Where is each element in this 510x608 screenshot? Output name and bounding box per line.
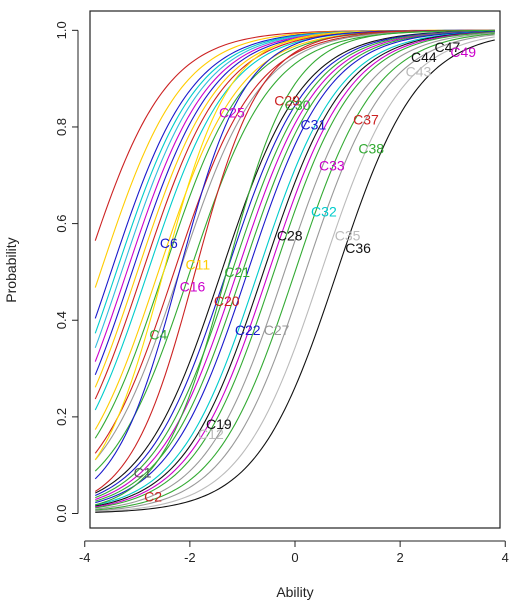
curve-label-c28: C28 [277, 228, 303, 244]
y-tick-label: 0.6 [54, 215, 69, 233]
curve-label-c37: C37 [353, 112, 379, 128]
plot-frame [89, 10, 501, 529]
curves-group [94, 29, 495, 513]
icc-curve-20 [95, 30, 495, 502]
icc-curve-9 [94, 29, 495, 400]
curve-label-c1: C1 [134, 464, 152, 480]
curve-label-c21: C21 [224, 264, 250, 280]
curve-label-c29: C29 [274, 92, 300, 108]
curve-label-c25: C25 [219, 105, 245, 121]
y-tick-label: 0.8 [54, 118, 69, 136]
icc-curve-26 [95, 32, 495, 510]
y-axis-title: Probability [3, 237, 19, 302]
curve-label-c32: C32 [311, 204, 337, 220]
curve-label-c36: C36 [345, 240, 371, 256]
curve-label-c22: C22 [235, 322, 261, 338]
icc-curve-25 [95, 31, 495, 509]
icc-curve-24 [95, 31, 495, 508]
curve-label-c4: C4 [149, 327, 167, 343]
icc-curve-28 [95, 34, 495, 512]
icc-curve-30 [95, 39, 495, 513]
curve-label-c44: C44 [411, 49, 437, 65]
curve-label-c20: C20 [214, 293, 240, 309]
curve-label-c12: C12 [198, 426, 224, 442]
curve-label-c19: C19 [206, 416, 232, 432]
icc-curve-22 [95, 31, 495, 506]
curve-label-c47: C47 [435, 39, 461, 55]
x-tick-label: 2 [397, 550, 404, 565]
y-tick-label: 0.0 [54, 504, 69, 522]
curve-label-c27: C27 [264, 322, 290, 338]
curve-label-c49: C49 [450, 44, 476, 60]
y-tick-label: 0.2 [54, 408, 69, 426]
x-axis: -4 -2 0 2 4 [79, 540, 509, 565]
x-tick-label: -2 [184, 550, 196, 565]
curve-label-c2: C2 [144, 489, 162, 505]
icc-curve-33 [94, 29, 495, 492]
curve-label-c43: C43 [406, 63, 432, 79]
icc-curve-23 [95, 31, 495, 507]
x-tick-label: -4 [79, 550, 91, 565]
icc-curve-3 [94, 29, 495, 319]
y-tick-label: 0.4 [54, 311, 69, 329]
icc-curve-27 [95, 33, 495, 511]
icc-curve-21 [95, 30, 495, 504]
y-tick-label: 1.0 [54, 21, 69, 39]
x-tick-label: 4 [502, 550, 509, 565]
curve-label-c16: C16 [180, 278, 206, 294]
x-tick-label: 0 [291, 550, 298, 565]
curve-label-c38: C38 [358, 141, 384, 157]
curve-label-c11: C11 [185, 257, 210, 273]
curve-label-c33: C33 [319, 158, 345, 174]
curve-label-c6: C6 [160, 235, 178, 251]
curve-label-c35: C35 [335, 228, 361, 244]
icc-curve-19 [95, 30, 495, 500]
curve-label-c31: C31 [301, 117, 327, 133]
icc-curve-34 [95, 29, 495, 506]
x-axis-title: Ability [276, 584, 313, 600]
y-axis: 0.0 0.2 0.4 0.6 0.8 1.0 [54, 21, 79, 523]
icc-curve-7 [94, 29, 495, 376]
icc-curve-29 [95, 36, 495, 513]
curve-label-c30: C30 [285, 97, 311, 113]
